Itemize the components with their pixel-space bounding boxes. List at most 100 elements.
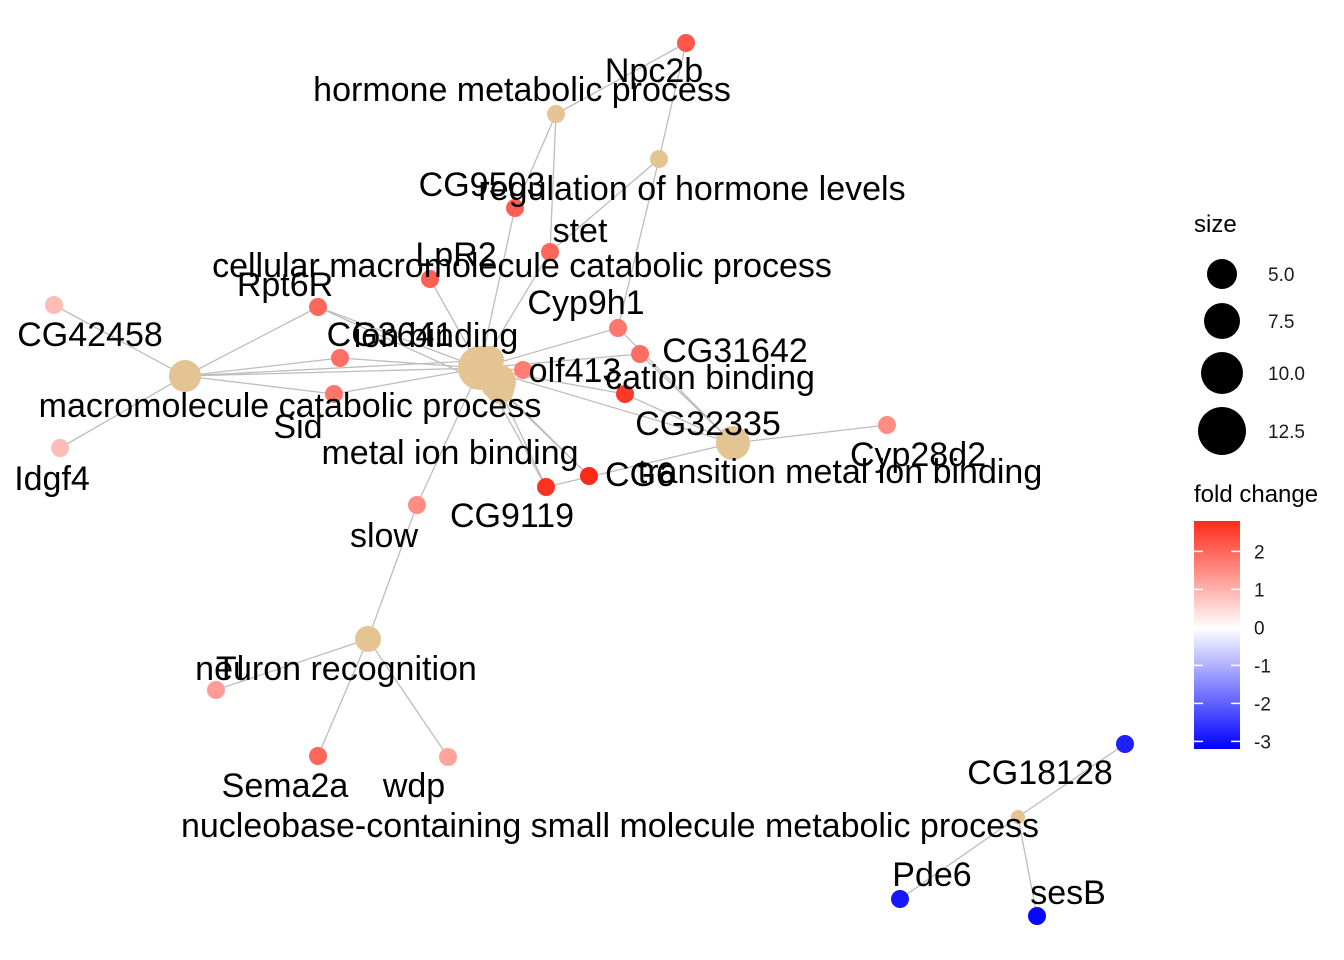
category-label-regulation-of-hormone-levels: regulation of hormone levels [478, 170, 905, 208]
nodes-layer [45, 34, 1134, 925]
gene-node-Pde6 [891, 890, 909, 908]
category-node-nucleobase-containing-small-molecule-metabolic-process [1011, 810, 1025, 824]
color-legend-title: fold change [1194, 481, 1318, 508]
gene-label-Tl: Tl [216, 650, 244, 688]
gene-label-Sema2a: Sema2a [222, 767, 349, 805]
color-tick-label-4: -2 [1254, 694, 1271, 715]
size-legend-label-2: 10.0 [1268, 364, 1305, 385]
size-legend-title: size [1194, 211, 1237, 238]
edge-Pde6-nucleobase-containing-small-molecule-metabolic-process [899, 816, 1019, 900]
edge-ion-binding-transition-metal-ion-binding [479, 367, 734, 444]
gene-label-CG31642: CG31642 [662, 332, 808, 370]
gene-node-Rpt6R [309, 298, 327, 316]
edge-Sema2a-neuron-recognition [317, 638, 369, 757]
gene-node-CG9503 [506, 199, 524, 217]
category-node-metal-ion-binding [486, 376, 514, 404]
size-legend-dot-3 [1198, 407, 1246, 455]
gene-label-CG9503: CG9503 [419, 166, 546, 204]
category-label-metal-ion-binding: metal ion binding [321, 434, 578, 472]
edge-macromolecule-catabolic-process-Sid [184, 375, 335, 395]
gene-node-CG9119 [537, 478, 555, 496]
gene-label-CG42458: CG42458 [17, 316, 163, 354]
category-label-cation-binding: cation binding [605, 359, 815, 397]
edge-macromolecule-catabolic-process-cellular-macromolecule-catabolic-process [184, 359, 491, 377]
edge-Rpt6R-macromolecule-catabolic-process [184, 306, 319, 377]
gene-node-CG6 [580, 467, 598, 485]
size-legend-dot-1 [1204, 303, 1240, 339]
gene-node-CG42458 [45, 296, 63, 314]
gene-node-Tl [207, 681, 225, 699]
category-node-transition-metal-ion-binding [716, 426, 750, 460]
gene-label-slow: slow [350, 517, 418, 555]
gene-label-Pde6: Pde6 [892, 856, 971, 894]
edge-Npc2b-hormone-metabolic-process [555, 42, 687, 115]
gene-label-stet: stet [553, 212, 608, 250]
edge-slow-ion-binding [416, 367, 481, 506]
gene-label-CG18128: CG18128 [967, 754, 1113, 792]
category-label-hormone-metabolic-process: hormone metabolic process [313, 71, 731, 109]
gene-node-CG32335 [616, 385, 634, 403]
edge-CG31642-ion-binding [479, 353, 641, 369]
gene-node-Sid [325, 385, 343, 403]
size-legend-dot-2 [1201, 352, 1243, 394]
edge-slow-neuron-recognition [367, 504, 418, 640]
color-tick-label-0: 2 [1254, 542, 1265, 563]
category-label-cellular-macromolecule-catabolic-process: cellular macromolecule catabolic process [212, 247, 832, 285]
edge-sesB-nucleobase-containing-small-molecule-metabolic-process [1017, 816, 1038, 917]
edge-Tl-neuron-recognition [215, 638, 369, 691]
size-legend-label-1: 7.5 [1268, 312, 1294, 333]
gene-label-Rpt6R: Rpt6R [237, 266, 333, 304]
edge-CG9119-metal-ion-binding [499, 389, 547, 488]
color-bar [1194, 521, 1240, 749]
gene-node-Cyp9h1 [609, 319, 627, 337]
gene-label-sesB: sesB [1030, 874, 1106, 912]
category-label-transition-metal-ion-binding: transition metal ion binding [638, 453, 1042, 491]
edge-hormone-metabolic-process-CG9503 [514, 113, 557, 209]
category-node-macromolecule-catabolic-process [169, 360, 201, 392]
gene-node-wdp [439, 748, 457, 766]
color-tick-label-2: 0 [1254, 618, 1265, 639]
gene-node-Npc2b [677, 34, 695, 52]
gene-node-stet [541, 243, 559, 261]
edge-CG42458-macromolecule-catabolic-process [53, 304, 186, 377]
edge-regulation-of-hormone-levels-stet [549, 158, 660, 253]
gene-label-CG6: CG6 [605, 456, 675, 494]
edge-wdp-neuron-recognition [367, 638, 449, 758]
gene-label-wdp: wdp [382, 767, 445, 805]
gene-label-CG32335: CG32335 [635, 405, 781, 443]
category-node-hormone-metabolic-process [547, 105, 565, 123]
edge-CG9503-ion-binding [479, 207, 516, 369]
category-node-regulation-of-hormone-levels [650, 150, 668, 168]
color-legend-ticks: 2 1 0 -1 -2 -3 [1194, 542, 1271, 753]
gene-label-Cyp9h1: Cyp9h1 [527, 284, 644, 322]
category-label-neuron-recognition: neuron recognition [195, 650, 477, 688]
edge-Idgf4-macromolecule-catabolic-process [59, 375, 186, 449]
category-label-macromolecule-catabolic-process: macromolecule catabolic process [39, 387, 542, 425]
gene-node-olf413 [514, 361, 532, 379]
edge-Cyp28d2-transition-metal-ion-binding [732, 424, 888, 444]
edge-Sid-ion-binding [333, 367, 481, 395]
gene-node-CG31642 [631, 345, 649, 363]
color-tick-label-1: 1 [1254, 580, 1265, 601]
category-node-neuron-recognition [355, 626, 381, 652]
edge-CG3641-ion-binding [339, 357, 481, 369]
gene-node-slow [408, 496, 426, 514]
edge-CG6-metal-ion-binding [499, 389, 590, 477]
color-tick-label-3: -1 [1254, 656, 1271, 677]
gene-node-sesB [1028, 907, 1046, 925]
gene-label-Idgf4: Idgf4 [14, 460, 90, 498]
edge-Rpt6R-ion-binding [317, 306, 481, 369]
gene-node-Sema2a [309, 747, 327, 765]
gene-label-LpR2: LpR2 [415, 236, 496, 274]
category-label-nucleobase-containing-small-molecule-metabolic-process: nucleobase-containing small molecule met… [181, 807, 1039, 845]
edge-macromolecule-catabolic-process-CG3641 [184, 357, 341, 377]
size-legend: 5.0 7.5 10.0 12.5 [1198, 259, 1305, 455]
edge-regulation-of-hormone-levels-Cyp9h1 [617, 158, 660, 329]
edge-CG18128-nucleobase-containing-small-molecule-metabolic-process [1017, 743, 1126, 818]
gene-label-Sid: Sid [273, 408, 322, 446]
gene-node-CG18128 [1116, 735, 1134, 753]
gene-node-LpR2 [421, 270, 439, 288]
size-legend-label-0: 5.0 [1268, 265, 1294, 286]
